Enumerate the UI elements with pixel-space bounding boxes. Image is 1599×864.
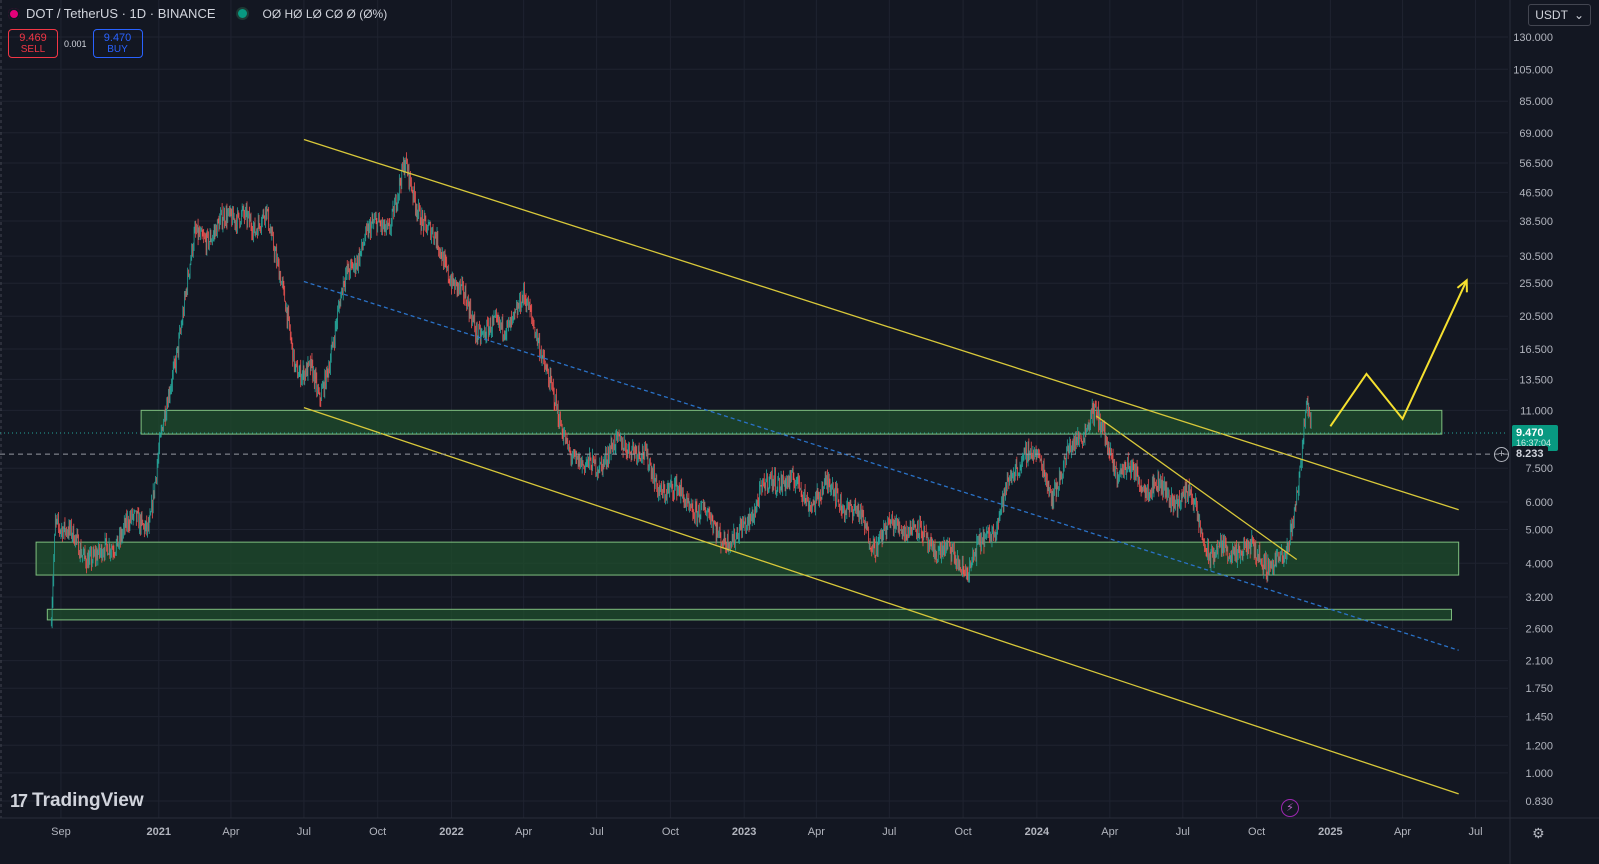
buy-button[interactable]: 9.470 BUY (92, 29, 143, 58)
price-tick-label: 85.000 (1519, 96, 1553, 108)
price-tick-label: 30.500 (1519, 251, 1553, 263)
price-tick-label: 105.000 (1513, 64, 1553, 76)
trendline-3[interactable] (1095, 415, 1298, 561)
time-tick-label: Apr (1394, 826, 1411, 838)
ohlc-values: OØ HØ LØ CØ Ø (Ø%) (262, 6, 388, 21)
dashed-channel-line[interactable] (303, 280, 1459, 651)
gear-icon[interactable]: ⚙ (1532, 825, 1545, 841)
zone-1[interactable] (140, 409, 1443, 435)
projection-arrowhead (1456, 278, 1468, 293)
trendline-1[interactable] (303, 138, 1459, 511)
sell-label: SELL (20, 43, 46, 55)
last-price-value: 9.470 (1516, 426, 1544, 439)
price-tick-label: 13.500 (1519, 374, 1553, 386)
spread-value: 0.001 (64, 38, 87, 49)
time-tick-label: Jul (882, 826, 896, 838)
price-tick-label: 25.500 (1519, 278, 1553, 290)
zone-3[interactable] (46, 608, 1452, 621)
price-tick-label: 3.200 (1525, 592, 1553, 604)
chart-grid (0, 0, 1508, 818)
price-tick-label: 6.000 (1525, 497, 1553, 509)
add-alert-icon[interactable]: + (1494, 447, 1509, 463)
price-tick-label: 1.000 (1525, 768, 1553, 780)
market-status-icon (235, 7, 249, 20)
brand-name: TradingView (32, 790, 144, 811)
time-axis[interactable]: Sep 2021 Apr Jul Oct 2022 Apr Jul Oct 2023 Apr Jul O… (0, 817, 1599, 838)
price-tick-label: 46.500 (1519, 187, 1553, 199)
buy-label: BUY (107, 43, 128, 55)
price-tick-label: 1.750 (1525, 683, 1553, 695)
time-tick-label: Oct (369, 826, 386, 838)
time-tick-label: Sep (51, 826, 71, 838)
trade-panel: 9.469 SELL 0.001 9.470 BUY (8, 29, 143, 58)
price-tick-label: 56.500 (1519, 158, 1553, 170)
trendline-2[interactable] (303, 406, 1459, 795)
price-tick-label: 11.000 (1520, 405, 1553, 417)
candlestick-series (50, 152, 1312, 629)
price-tick-label: 1.450 (1525, 712, 1553, 724)
symbol-title[interactable]: DOT / TetherUS · 1D · BINANCE (26, 6, 216, 21)
time-tick-label: Jul (1176, 826, 1190, 838)
price-tick-label: 4.000 (1525, 558, 1553, 570)
time-tick-label: 2025 (1318, 826, 1342, 838)
time-tick-label: Oct (662, 826, 679, 838)
polkadot-icon (8, 7, 20, 20)
currency-label: USDT (1535, 8, 1568, 22)
horizontal-line-tag: 8.233 (1512, 446, 1548, 463)
candle-countdown: 16:37:04 (1516, 437, 1552, 448)
price-tick-label: 38.500 (1519, 216, 1553, 228)
time-tick-label: Oct (1248, 826, 1265, 838)
time-tick-label: Oct (955, 826, 972, 838)
time-tick-label: 2022 (439, 826, 463, 838)
price-tick-label: 16.500 (1519, 344, 1553, 356)
time-tick-label: Apr (808, 826, 825, 838)
tradingview-logo-icon: 17 (10, 790, 28, 811)
time-tick-label: 2021 (147, 826, 171, 838)
price-tick-label: 0.830 (1525, 796, 1553, 808)
time-tick-label: Jul (1468, 826, 1482, 838)
price-tick-label: 130.000 (1513, 32, 1553, 44)
sell-button[interactable]: 9.469 SELL (8, 29, 58, 58)
time-tick-label: Apr (1101, 826, 1118, 838)
buy-price: 9.470 (103, 31, 132, 44)
projection-polyline[interactable] (1329, 279, 1468, 427)
time-tick-label: 2023 (732, 826, 756, 838)
price-tick-label: 1.200 (1525, 740, 1553, 752)
price-tick-label: 7.500 (1525, 463, 1553, 475)
time-tick-label: Jul (297, 826, 311, 838)
currency-selector[interactable]: USDT ⌄ (1528, 4, 1591, 26)
trendlines[interactable] (0, 138, 1508, 795)
projection-path[interactable] (1329, 278, 1468, 427)
time-tick-label: 2024 (1025, 826, 1050, 838)
tradingview-logo[interactable]: 17 TradingView (10, 790, 144, 812)
sell-price: 9.469 (19, 31, 47, 44)
price-tick-label: 20.500 (1519, 311, 1553, 323)
time-tick-label: Apr (515, 826, 532, 838)
symbol-legend[interactable]: DOT / TetherUS · 1D · BINANCE OØ HØ LØ C… (8, 6, 387, 21)
chevron-down-icon: ⌄ (1573, 8, 1584, 22)
time-tick-label: Jul (590, 826, 604, 838)
lightning-icon[interactable]: ⚡ (1281, 799, 1299, 817)
price-tick-label: 2.600 (1525, 623, 1553, 635)
price-tick-label: 5.000 (1525, 525, 1553, 537)
time-tick-label: Apr (222, 826, 239, 838)
price-tick-label: 2.100 (1525, 656, 1553, 668)
price-tick-label: 69.000 (1519, 128, 1553, 140)
